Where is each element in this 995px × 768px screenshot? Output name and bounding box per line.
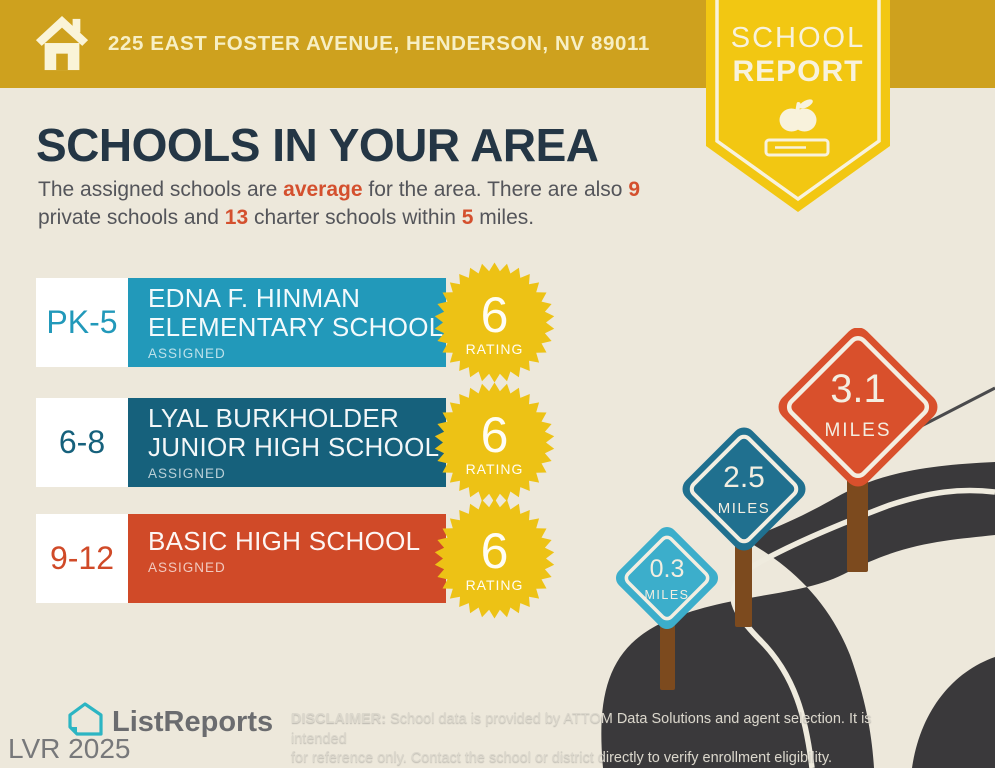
rating-value: 6 (481, 287, 509, 343)
school-report-ribbon: SCHOOL REPORT (706, 0, 890, 212)
avg-highlight: average (283, 178, 363, 201)
school-bar: LYAL BURKHOLDER JUNIOR HIGH SCHOOL ASSIG… (128, 398, 446, 487)
sign-post (847, 460, 868, 572)
distance-value: 0.3 (650, 555, 685, 583)
school-name: ELEMENTARY SCHOOL (148, 312, 444, 342)
page-title: SCHOOLS IN YOUR AREA (36, 119, 599, 171)
listreports-house-icon (68, 702, 103, 736)
school-bar: BASIC HIGH SCHOOL ASSIGNED (128, 514, 446, 603)
grade-range: PK-5 (36, 278, 128, 367)
road-corner (912, 657, 995, 768)
listreports-logo: ListReports (64, 700, 324, 746)
intro-text: The assigned schools are average for the… (38, 178, 640, 229)
school-row-elementary: PK-5 EDNA F. HINMAN ELEMENTARY SCHOOL AS… (36, 262, 566, 383)
distance-sign-near: 0.3 MILES (615, 526, 719, 630)
badge-line1: SCHOOL (731, 22, 865, 54)
rating-label: RATING (466, 577, 524, 593)
school-row-junior-high: 6-8 LYAL BURKHOLDER JUNIOR HIGH SCHOOL A… (36, 382, 566, 503)
rating-value: 6 (481, 407, 509, 463)
road (601, 462, 995, 768)
distance-value: 3.1 (830, 367, 886, 411)
school-row-high-school: 9-12 BASIC HIGH SCHOOL ASSIGNED 6 RATING (36, 498, 566, 619)
school-name: LYAL BURKHOLDER (148, 402, 400, 433)
charter-count: 13 (224, 205, 249, 229)
assigned-label: ASSIGNED (148, 346, 226, 362)
rating-starburst: 6 RATING (434, 498, 555, 619)
rating-label: RATING (466, 341, 524, 357)
rating-value: 6 (481, 523, 509, 579)
distance-value: 2.5 (723, 461, 765, 494)
apple-on-book-icon (764, 99, 830, 157)
road-center-line (730, 487, 995, 768)
distance-unit: MILES (824, 420, 891, 441)
school-name: JUNIOR HIGH SCHOOL (148, 432, 440, 462)
school-bar: EDNA F. HINMAN ELEMENTARY SCHOOL ASSIGNE… (128, 278, 446, 367)
road-illustration: 0.3 MILES 2.5 MILES 3.1 MILES (601, 328, 995, 768)
assigned-label: ASSIGNED (148, 560, 226, 576)
distance-sign-far: 3.1 MILES (778, 328, 938, 487)
watermark: LVR 2025 (8, 733, 131, 764)
assigned-label: ASSIGNED (148, 466, 226, 482)
rating-starburst: 6 RATING (434, 262, 555, 383)
school-name: EDNA F. HINMAN (148, 282, 361, 313)
brand-name: ListReports (112, 706, 274, 738)
home-icon (35, 16, 89, 71)
property-address: 225 EAST FOSTER AVENUE, HENDERSON, NV 89… (108, 32, 650, 55)
badge-line2: REPORT (732, 55, 863, 88)
private-count: 9 (628, 178, 640, 201)
rating-label: RATING (466, 461, 524, 477)
distance-unit: MILES (644, 588, 689, 602)
distance-sign-mid: 2.5 MILES (682, 427, 806, 551)
disclaimer-label: DISCLAIMER: (291, 711, 387, 727)
grade-range: 9-12 (36, 514, 128, 603)
distance-unit: MILES (718, 500, 771, 517)
miles-count: 5 (461, 205, 474, 229)
rating-starburst: 6 RATING (434, 382, 555, 503)
disclaimer: DISCLAIMER: School data is provided by A… (291, 711, 872, 767)
grade-range: 6-8 (36, 398, 128, 487)
school-name: BASIC HIGH SCHOOL (148, 526, 421, 556)
